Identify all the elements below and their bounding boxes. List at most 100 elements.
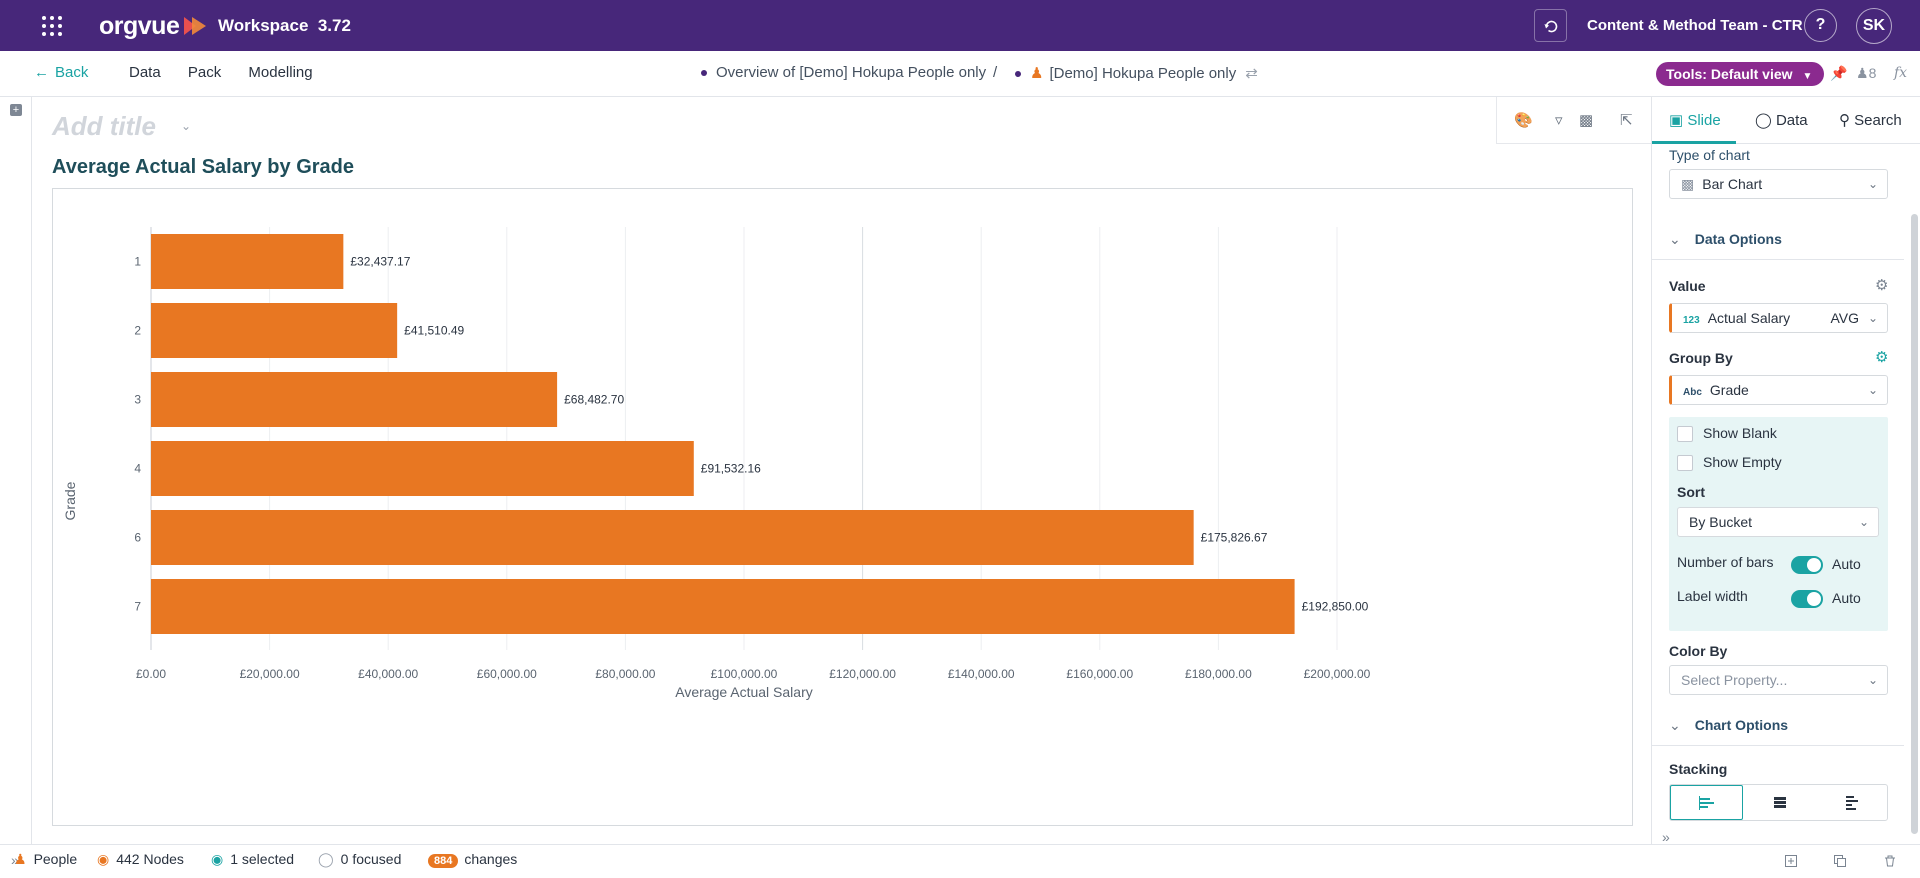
chevron-down-icon: ⌄ bbox=[1669, 717, 1681, 733]
stacking-stacked-button[interactable] bbox=[1743, 785, 1816, 820]
checkbox[interactable] bbox=[1677, 455, 1693, 472]
group-by-settings-gear-icon[interactable]: ⚙ bbox=[1875, 349, 1889, 366]
number-of-bars-label: Number of bars bbox=[1677, 554, 1774, 570]
view-dot-icon bbox=[701, 70, 707, 77]
y-axis-title: Grade bbox=[62, 481, 78, 520]
chart-type-value: Bar Chart bbox=[1702, 176, 1763, 192]
grouped-bars-icon bbox=[1699, 796, 1714, 810]
chevron-down-icon: ⌄ bbox=[1867, 311, 1878, 325]
people-dataset[interactable]: ♟ People bbox=[14, 851, 77, 868]
nodes-count[interactable]: ◉ 442 Nodes bbox=[97, 851, 184, 868]
bar-chart: £0.00 £20,000.00 £40,000.00 £60,000.00 £80,0… bbox=[62, 227, 1371, 700]
breadcrumb-view-label: Overview of [Demo] Hokupa People only bbox=[716, 64, 987, 81]
team-selector[interactable]: Content & Method Team - CTR bbox=[1587, 17, 1803, 34]
value-settings-gear-icon[interactable]: ⚙ bbox=[1875, 277, 1889, 294]
tab-search[interactable]: ⚲ Search bbox=[1839, 111, 1902, 129]
group-by-select[interactable]: Abc Grade ⌄ bbox=[1669, 375, 1888, 405]
selected-icon: ◉ bbox=[211, 851, 224, 867]
menu-item-pack[interactable]: Pack bbox=[187, 64, 222, 81]
data-options-section[interactable]: ⌄ Data Options bbox=[1669, 231, 1782, 248]
add-icon[interactable] bbox=[1785, 855, 1797, 867]
breadcrumb-dataset-label: [Demo] Hokupa People only bbox=[1049, 65, 1237, 82]
show-empty-label: Show Empty bbox=[1703, 454, 1782, 470]
comment-icon[interactable]: ▩ bbox=[1579, 112, 1594, 129]
swap-icon[interactable]: ⇄ bbox=[1245, 65, 1258, 82]
sort-select[interactable]: By Bucket ⌄ bbox=[1677, 507, 1879, 537]
pin-icon[interactable]: 📌 bbox=[1830, 65, 1848, 81]
bar bbox=[151, 441, 694, 496]
brand-logo[interactable]: orgvue bbox=[99, 12, 180, 40]
person-icon: ♟ bbox=[1030, 65, 1044, 82]
number-of-bars-toggle[interactable] bbox=[1791, 556, 1823, 574]
menu-item-modelling[interactable]: Modelling bbox=[248, 64, 313, 81]
changes-label: changes bbox=[464, 851, 518, 867]
value-label: £192,850.00 bbox=[1302, 600, 1369, 614]
help-button[interactable]: ? bbox=[1804, 9, 1837, 42]
number-of-bars-mode: Auto bbox=[1832, 556, 1861, 572]
duplicate-icon[interactable] bbox=[1834, 855, 1846, 867]
tab-slide[interactable]: ▣ Slide bbox=[1669, 111, 1721, 129]
tab-data[interactable]: ◯ Data bbox=[1755, 111, 1808, 129]
x-tick-label: £40,000.00 bbox=[358, 667, 418, 681]
sync-button[interactable] bbox=[1534, 9, 1567, 42]
back-button[interactable]: ← Back bbox=[34, 64, 88, 81]
x-axis-title: Average Actual Salary bbox=[675, 684, 813, 700]
expand-panel-icon[interactable]: » bbox=[1662, 829, 1670, 844]
breadcrumb-separator: / bbox=[993, 64, 998, 81]
panel-scrollbar[interactable] bbox=[1911, 214, 1918, 834]
label-width-mode: Auto bbox=[1832, 590, 1861, 606]
divider bbox=[1652, 745, 1904, 746]
tab-search-label: Search bbox=[1854, 112, 1902, 129]
add-title-input[interactable]: Add title bbox=[52, 111, 156, 141]
stacking-percent-button[interactable] bbox=[1816, 785, 1889, 820]
color-by-select[interactable]: Select Property... ⌄ bbox=[1669, 665, 1888, 695]
export-icon[interactable]: ⇱ bbox=[1620, 112, 1633, 129]
panel-tabs: ▣ Slide ◯ Data ⚲ Search bbox=[1652, 97, 1920, 144]
title-chevron-icon[interactable]: ⌄ bbox=[181, 119, 192, 133]
show-blank-checkbox[interactable]: Show Blank bbox=[1677, 425, 1777, 443]
back-label: Back bbox=[55, 64, 89, 81]
trash-icon[interactable] bbox=[1884, 855, 1896, 867]
checkbox[interactable] bbox=[1677, 426, 1693, 443]
changes-count[interactable]: 884 changes bbox=[428, 851, 517, 868]
color-by-placeholder: Select Property... bbox=[1681, 672, 1788, 688]
expand-left-icon[interactable]: » bbox=[11, 852, 19, 868]
tools-view-dropdown[interactable]: Tools: Default view ▼ bbox=[1656, 62, 1825, 86]
app-grid-icon[interactable] bbox=[41, 15, 63, 37]
chart-options-section[interactable]: ⌄ Chart Options bbox=[1669, 717, 1788, 734]
x-tick-label: £140,000.00 bbox=[948, 667, 1015, 681]
bar bbox=[151, 234, 344, 289]
stacked-bars-icon bbox=[1774, 797, 1786, 808]
value-field-select[interactable]: 123 Actual Salary AVG ⌄ bbox=[1669, 303, 1888, 333]
menu-item-data[interactable]: Data bbox=[129, 64, 161, 81]
user-avatar[interactable]: SK bbox=[1856, 8, 1892, 44]
label-width-toggle[interactable] bbox=[1791, 590, 1823, 608]
users-count[interactable]: ♟8 bbox=[1856, 65, 1876, 82]
numeric-type-icon: 123 bbox=[1683, 315, 1700, 326]
active-tab-indicator bbox=[1652, 141, 1736, 144]
breadcrumb-dataset[interactable]: ♟ [Demo] Hokupa People only ⇄ bbox=[1015, 64, 1258, 82]
bar bbox=[151, 510, 1194, 565]
breadcrumb-view[interactable]: Overview of [Demo] Hokupa People only bbox=[701, 64, 986, 81]
selected-label: 1 selected bbox=[230, 851, 295, 867]
divider bbox=[1652, 259, 1904, 260]
label-width-label: Label width bbox=[1677, 588, 1748, 604]
focused-count[interactable]: ◯ 0 focused bbox=[318, 851, 401, 868]
x-tick-label: £100,000.00 bbox=[711, 667, 778, 681]
category-label: 1 bbox=[134, 255, 141, 269]
aggregation-select[interactable]: AVG bbox=[1830, 310, 1859, 326]
bar bbox=[151, 303, 398, 358]
chart-type-select[interactable]: ▩ Bar Chart ⌄ bbox=[1669, 169, 1888, 199]
tab-data-label: Data bbox=[1775, 112, 1808, 129]
selected-count[interactable]: ◉ 1 selected bbox=[211, 851, 294, 868]
stacking-grouped-button[interactable] bbox=[1670, 785, 1743, 820]
show-empty-checkbox[interactable]: Show Empty bbox=[1677, 454, 1782, 472]
color-by-label: Color By bbox=[1669, 643, 1728, 659]
filter-icon[interactable]: ▿ bbox=[1555, 112, 1563, 129]
x-tick-label: £80,000.00 bbox=[595, 667, 655, 681]
add-slide-icon[interactable]: + bbox=[10, 104, 22, 116]
person-icon: ♟ bbox=[14, 851, 27, 867]
palette-icon[interactable]: 🎨 bbox=[1514, 112, 1533, 129]
formula-icon[interactable]: fx bbox=[1894, 65, 1908, 81]
x-tick-label: £180,000.00 bbox=[1185, 667, 1252, 681]
